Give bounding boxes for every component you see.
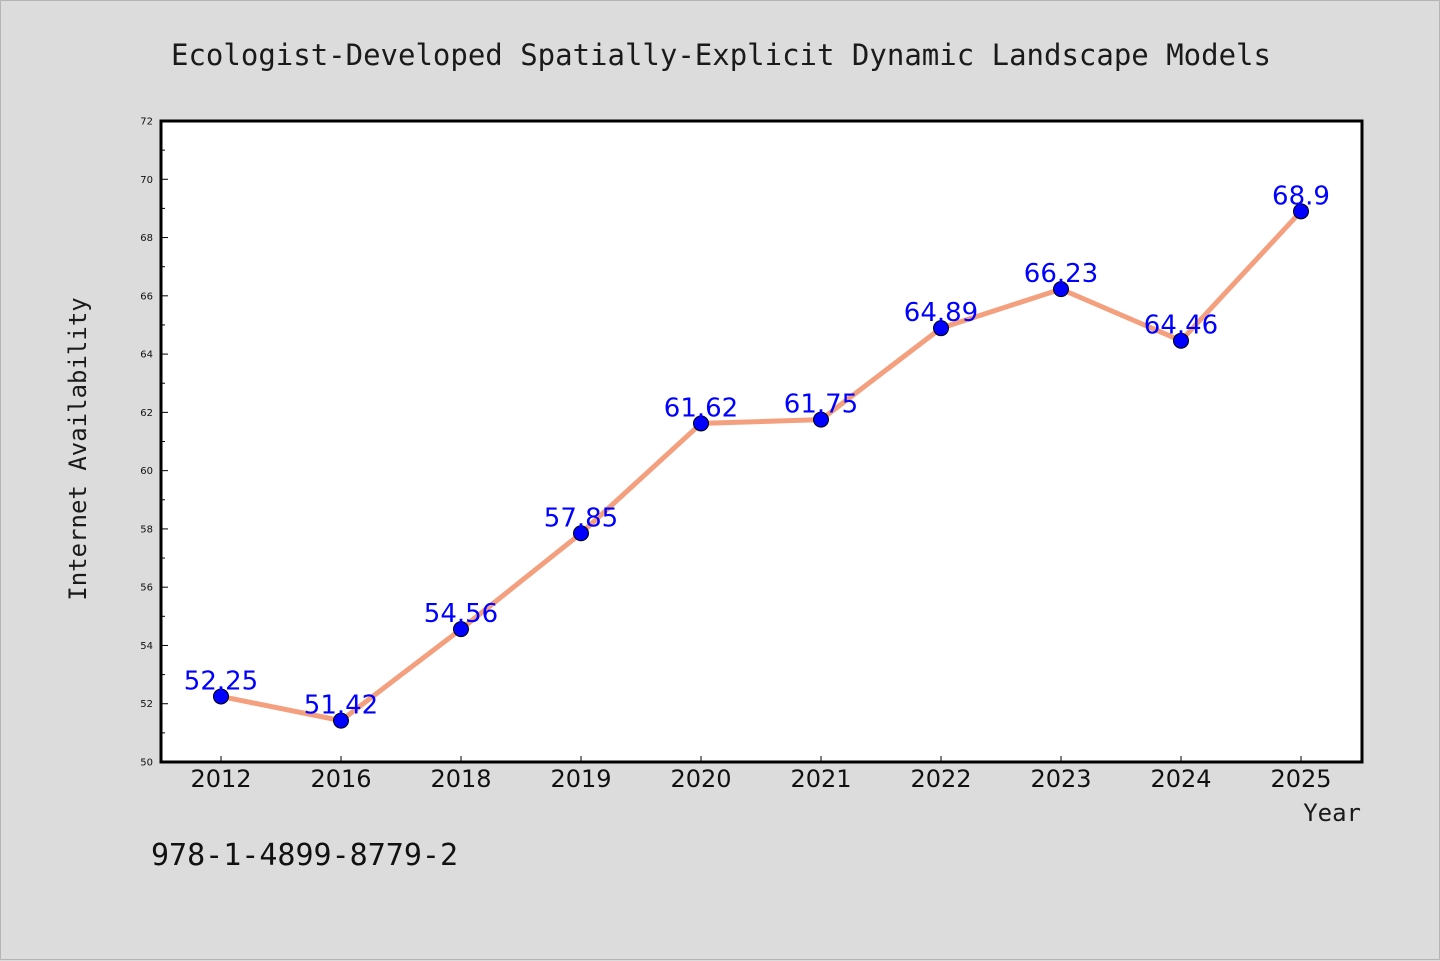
data-point [213, 688, 229, 705]
data-point [333, 712, 349, 729]
x-tick-label: 2025 [1270, 765, 1331, 793]
data-label: 61.75 [784, 390, 858, 420]
series-line [218, 208, 1304, 724]
data-label: 52.25 [184, 666, 258, 696]
y-tick-label: 70 [140, 175, 153, 186]
y-tick-label: 52 [140, 699, 153, 710]
data-label: 51.42 [304, 691, 378, 721]
data-label: 68.9 [1272, 181, 1330, 211]
data-point [813, 411, 829, 428]
y-tick-label: 72 [140, 117, 153, 128]
data-label: 61.62 [664, 393, 738, 423]
series-line-group [213, 203, 1309, 729]
data-label: 57.85 [544, 503, 618, 533]
data-point [453, 621, 469, 638]
y-axis-title: Internet Availability [64, 297, 92, 600]
y-tick-label: 60 [140, 466, 153, 477]
x-tick-label: 2019 [550, 765, 611, 793]
x-tick-label: 2020 [670, 765, 731, 793]
data-label: 66.23 [1024, 259, 1098, 289]
x-tick-label: 2023 [1030, 765, 1091, 793]
y-tick-label: 64 [140, 350, 153, 361]
x-tick-label: 2012 [190, 765, 251, 793]
data-labels-group: 52.25 51.42 54.56 57.85 61.62 61.75 64.89 66.23… [184, 181, 1330, 720]
plot-border [159, 119, 1364, 764]
data-point [1053, 281, 1069, 298]
data-point [1293, 203, 1309, 220]
x-tick-label: 2024 [1150, 765, 1211, 793]
x-tick-label: 2018 [430, 765, 491, 793]
x-axis-title: Year [1303, 799, 1361, 827]
x-tick-label: 2021 [790, 765, 851, 793]
x-tick-label: 2016 [310, 765, 371, 793]
y-tick-label: 54 [140, 641, 153, 652]
isbn-text: 978-1-4899-8779-2 [151, 838, 458, 873]
plot-area [161, 121, 1362, 762]
y-tick-label: 56 [140, 583, 153, 594]
y-axis: 50 52 54 56 58 60 62 64 66 68 70 72 [140, 117, 168, 769]
chart-title: Ecologist-Developed Spatially-Explicit D… [171, 38, 1271, 72]
x-tick-label: 2022 [910, 765, 971, 793]
data-point [693, 415, 709, 432]
y-tick-label: 66 [140, 291, 153, 302]
data-label: 54.56 [424, 599, 498, 629]
data-point [933, 320, 949, 337]
data-point [1173, 332, 1189, 349]
x-axis: 2012 2016 2018 2019 2020 2021 2022 2023 2024 2025 [190, 756, 1332, 793]
y-tick-label: 50 [140, 758, 153, 769]
data-label: 64.89 [904, 298, 978, 328]
y-tick-label: 58 [140, 524, 153, 535]
data-label: 64.46 [1144, 311, 1218, 341]
y-tick-label: 68 [140, 233, 153, 244]
data-point [573, 525, 589, 542]
y-tick-label: 62 [140, 408, 153, 419]
